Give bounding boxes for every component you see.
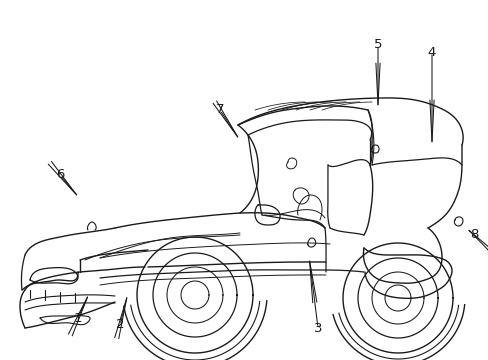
Text: 1: 1 (74, 311, 82, 324)
Text: 6: 6 (56, 168, 64, 181)
Text: 8: 8 (469, 229, 477, 242)
Text: 2: 2 (116, 319, 124, 332)
Text: 4: 4 (427, 45, 435, 58)
Text: 3: 3 (313, 321, 322, 334)
Text: 7: 7 (215, 104, 224, 117)
Text: 5: 5 (373, 39, 382, 51)
